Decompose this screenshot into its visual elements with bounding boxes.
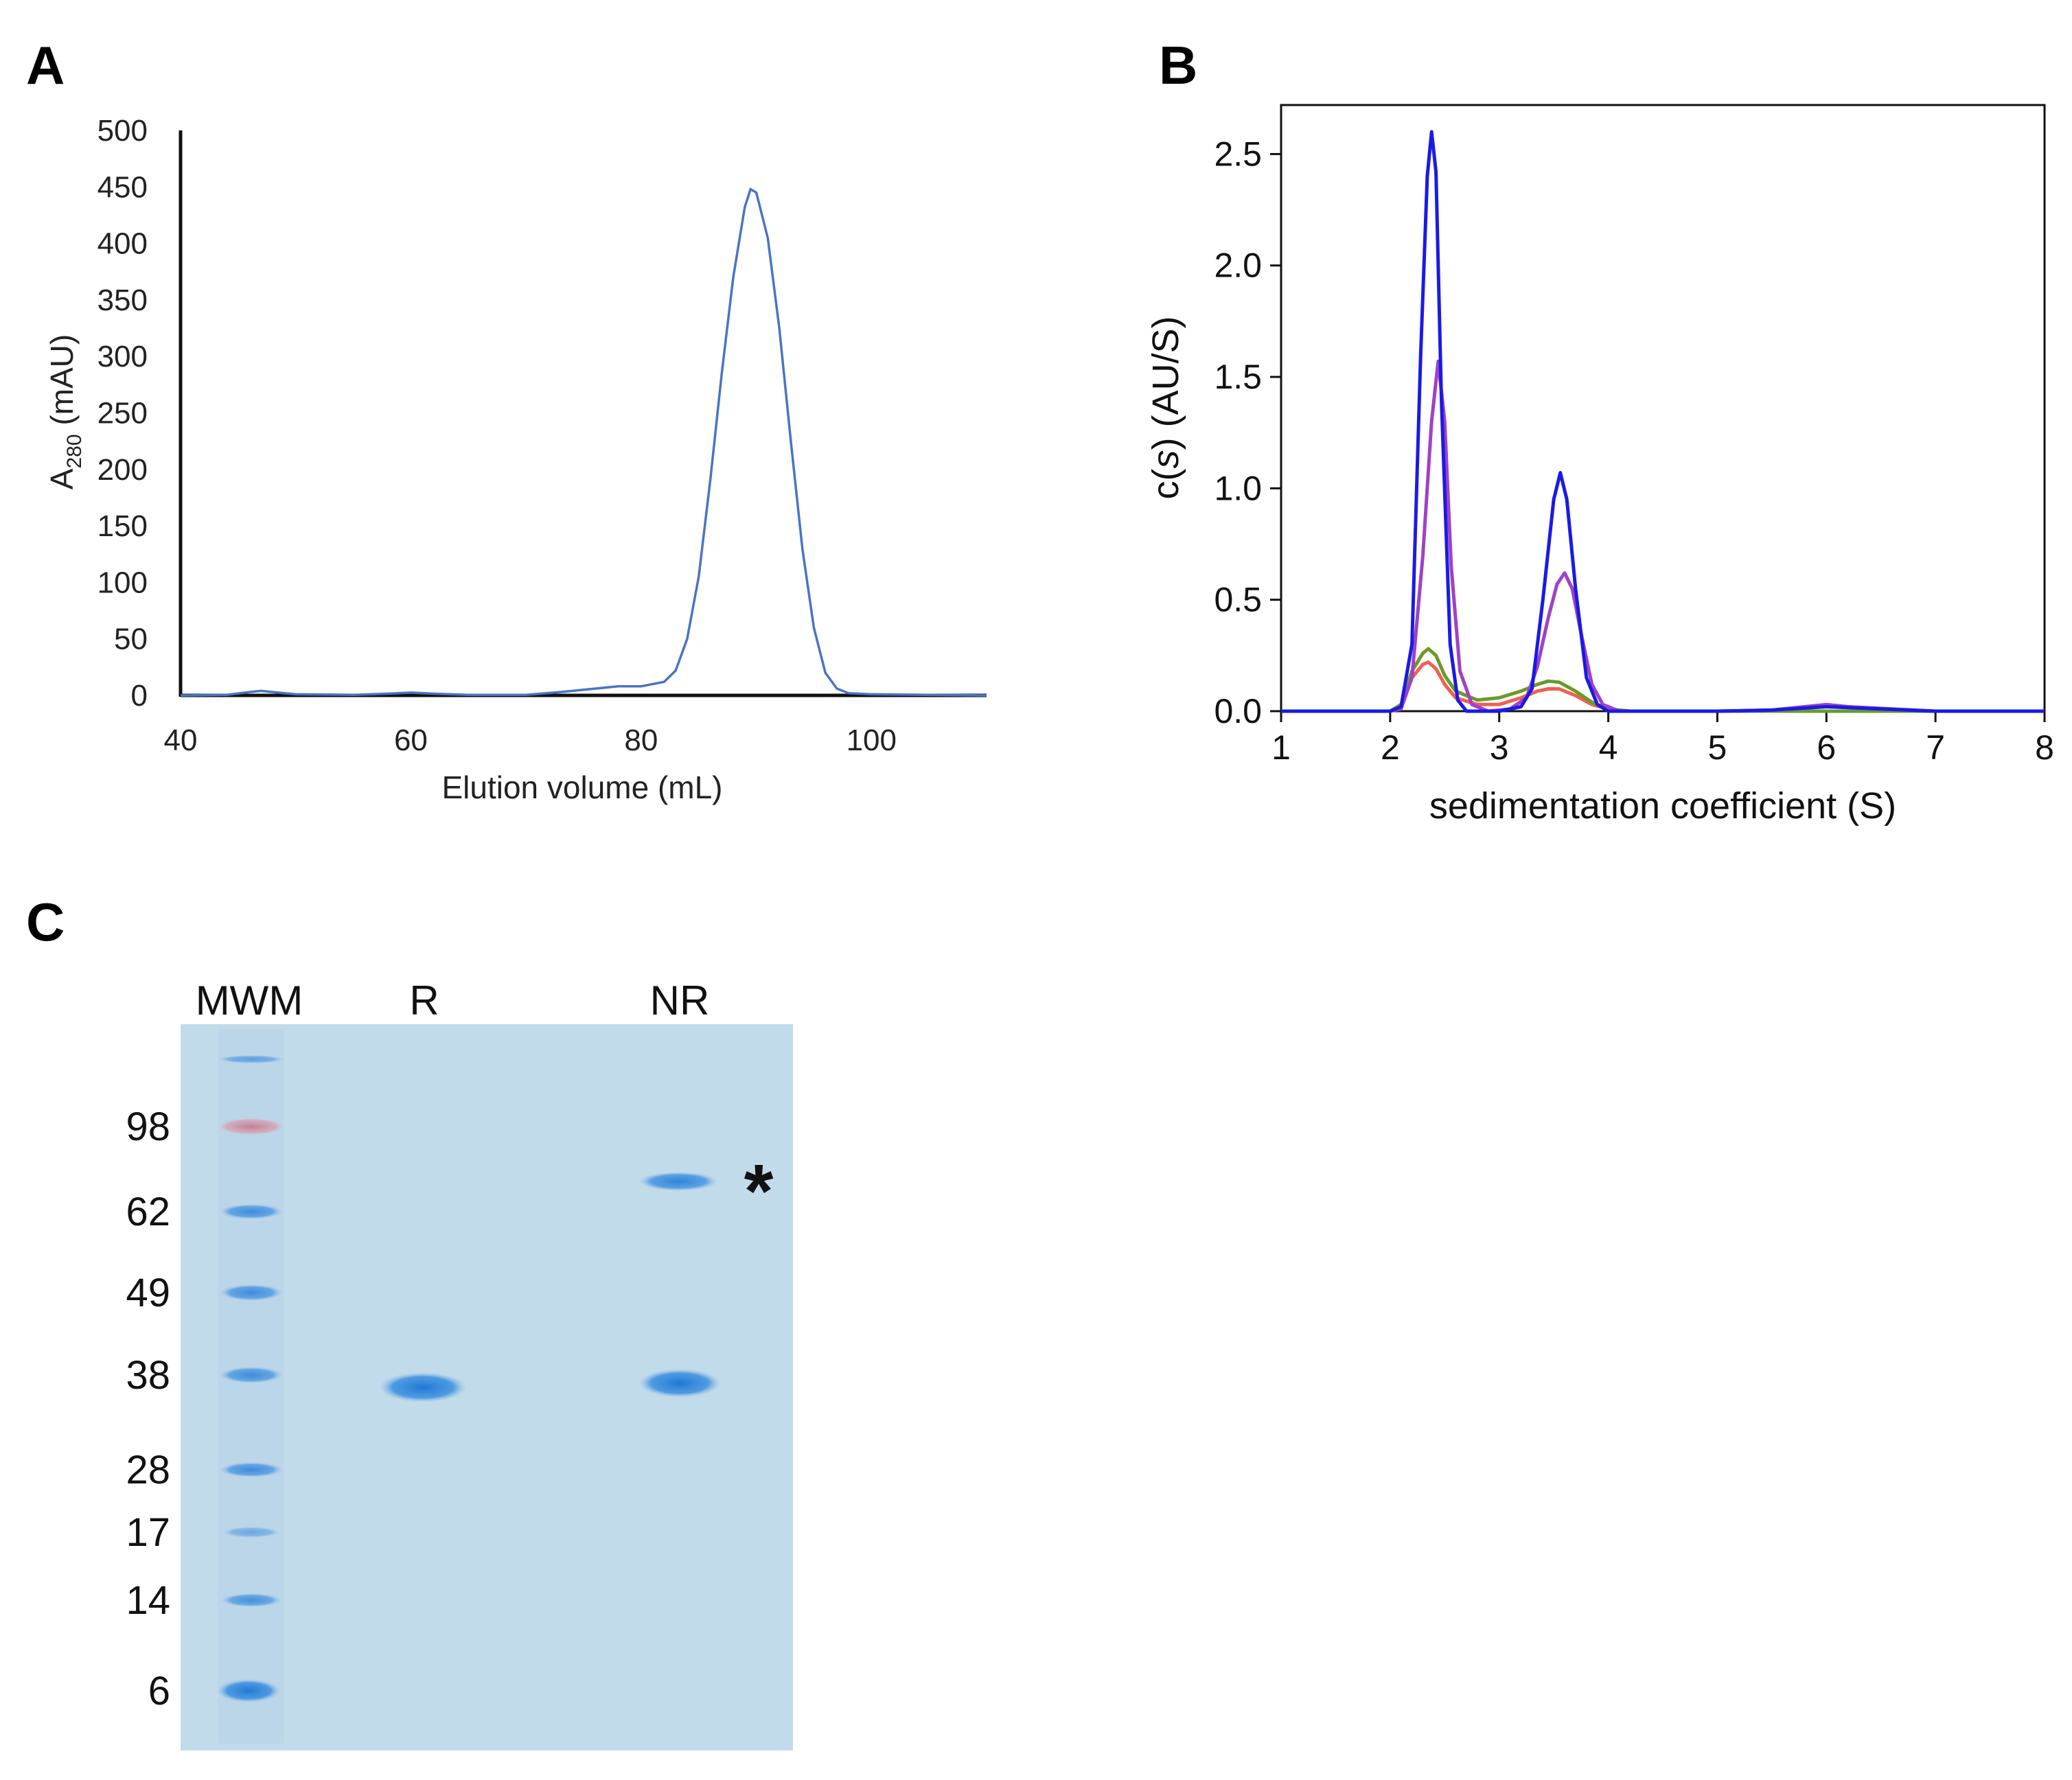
nr-lane-band-dimer: [638, 1172, 718, 1191]
chart-a-y-tick-label: 350: [97, 284, 148, 317]
panel-label-b: B: [1159, 35, 1197, 95]
chart-a-y-label: A280 (mAU): [44, 334, 86, 489]
chart-a-y-label-main: A: [44, 468, 80, 489]
chart-a-y-tick-label: 250: [97, 397, 148, 430]
mw-label-14: 14: [126, 1578, 170, 1623]
gel-lane-label-nr: NR: [650, 978, 710, 1024]
nr-lane-band-38: [638, 1369, 721, 1398]
ladder-band-38: [220, 1367, 283, 1383]
chart-b-x-tick-label: 4: [1599, 728, 1618, 767]
chart-b-y-label-post: ) (AU/S): [1145, 316, 1186, 450]
chart-b-y-ticks: 0.0 0.5 1.0 1.5 2.0 2.5: [1214, 135, 1281, 730]
chart-a-y-tick-label: 500: [97, 114, 148, 148]
ladder-band-17: [222, 1527, 280, 1538]
gel-lane-label-r: R: [409, 978, 439, 1024]
mw-label-6: 6: [148, 1669, 170, 1713]
chart-b-y-tick-label: 0.0: [1214, 692, 1262, 730]
chart-a-y-label-sub: 280: [63, 434, 86, 468]
ladder-band-6: [217, 1679, 280, 1702]
gel-panel: MWM R NR 98 62 49 38 28 17 14 6 *: [126, 978, 793, 1750]
chart-b-series-green: [1281, 647, 2045, 713]
r-lane-band-38: [379, 1372, 467, 1402]
ladder-band-14: [221, 1593, 281, 1607]
chart-b-y-tick-label: 0.5: [1214, 581, 1262, 619]
chart-a-y-tick-label: 0: [131, 679, 148, 713]
chart-a-x-tick-label: 80: [624, 724, 658, 757]
chart-a-x-ticks: 40 60 80 100: [164, 724, 897, 757]
chart-b-series: [1281, 130, 2045, 713]
chart-b-x-tick-label: 8: [2035, 728, 2054, 767]
chart-b-series-red: [1281, 660, 2045, 713]
mw-label-62: 62: [126, 1190, 170, 1234]
chart-a-y-label-rest: (mAU): [44, 334, 80, 435]
chart-a-y-tick-label: 50: [114, 623, 148, 656]
chart-a-y-ticks: 0 50 100 150 200 250 300 350 400 450 500: [97, 114, 148, 713]
chart-a-y-tick-label: 450: [97, 170, 148, 204]
mw-label-28: 28: [126, 1448, 170, 1492]
chart-b-x-tick-label: 1: [1271, 728, 1291, 767]
dimer-asterisk: *: [744, 1149, 774, 1234]
chart-a-x-label: Elution volume (mL): [441, 770, 722, 805]
chart-b-x-tick-label: 7: [1926, 728, 1945, 767]
chart-b-series-blue: [1281, 130, 2045, 713]
mw-label-49: 49: [126, 1271, 170, 1315]
chart-a-y-tick-label: 100: [97, 566, 148, 599]
chart-a-y-tick-label: 300: [97, 340, 148, 373]
ladder-band-98: [217, 1118, 286, 1135]
chart-a-y-tick-label: 400: [97, 227, 148, 261]
chart-a-series-a280: [180, 187, 987, 697]
chart-a-elution-profile: 0 50 100 150 200 250 300 350 400 450 500 40 60 80 100…: [44, 114, 987, 805]
chart-a-x-tick-label: 100: [847, 724, 897, 757]
ladder-band-top: [218, 1055, 284, 1063]
chart-b-y-tick-label: 2.5: [1214, 135, 1262, 173]
panel-label-a: A: [26, 35, 65, 95]
chart-b-y-label: c(s) (AU/S): [1145, 316, 1186, 500]
chart-a-y-tick-label: 200: [97, 453, 148, 487]
chart-b-x-tick-label: 2: [1381, 728, 1400, 767]
chart-b-y-tick-label: 2.0: [1214, 246, 1262, 285]
chart-a-x-tick-label: 60: [394, 724, 428, 757]
chart-b-y-tick-label: 1.0: [1214, 469, 1262, 507]
mw-label-38: 38: [126, 1353, 170, 1398]
ladder-band-28: [220, 1462, 283, 1477]
chart-b-x-tick-label: 3: [1490, 728, 1509, 767]
chart-b-x-label: sedimentation coefficient (S): [1429, 785, 1896, 827]
chart-b-series-purple: [1281, 359, 2045, 713]
chart-b-x-tick-label: 5: [1708, 728, 1727, 767]
ladder-band-62: [220, 1204, 283, 1219]
chart-a-x-tick-label: 40: [164, 724, 198, 757]
chart-b-sedimentation: 0.0 0.5 1.0 1.5 2.0 2.5 1 2 3 4 5 6 7 8 sedimentatio…: [1145, 104, 2054, 827]
gel-lane-label-mwm: MWM: [196, 978, 303, 1024]
chart-b-frame: [1280, 104, 2046, 713]
chart-b-y-label-ital: s: [1145, 450, 1186, 469]
ladder-band-49: [220, 1284, 283, 1301]
chart-b-x-ticks: 1 2 3 4 5 6 7 8: [1271, 711, 2054, 767]
chart-b-x-tick-label: 6: [1817, 728, 1836, 767]
panel-label-c: C: [26, 892, 65, 952]
gel-ladder-lane: [218, 1030, 284, 1744]
chart-a-y-tick-label: 150: [97, 509, 148, 543]
chart-b-y-tick-label: 1.5: [1214, 358, 1262, 396]
mw-label-98: 98: [126, 1105, 170, 1149]
mw-label-17: 17: [126, 1510, 170, 1555]
chart-b-y-label-pre: c(: [1145, 468, 1186, 499]
